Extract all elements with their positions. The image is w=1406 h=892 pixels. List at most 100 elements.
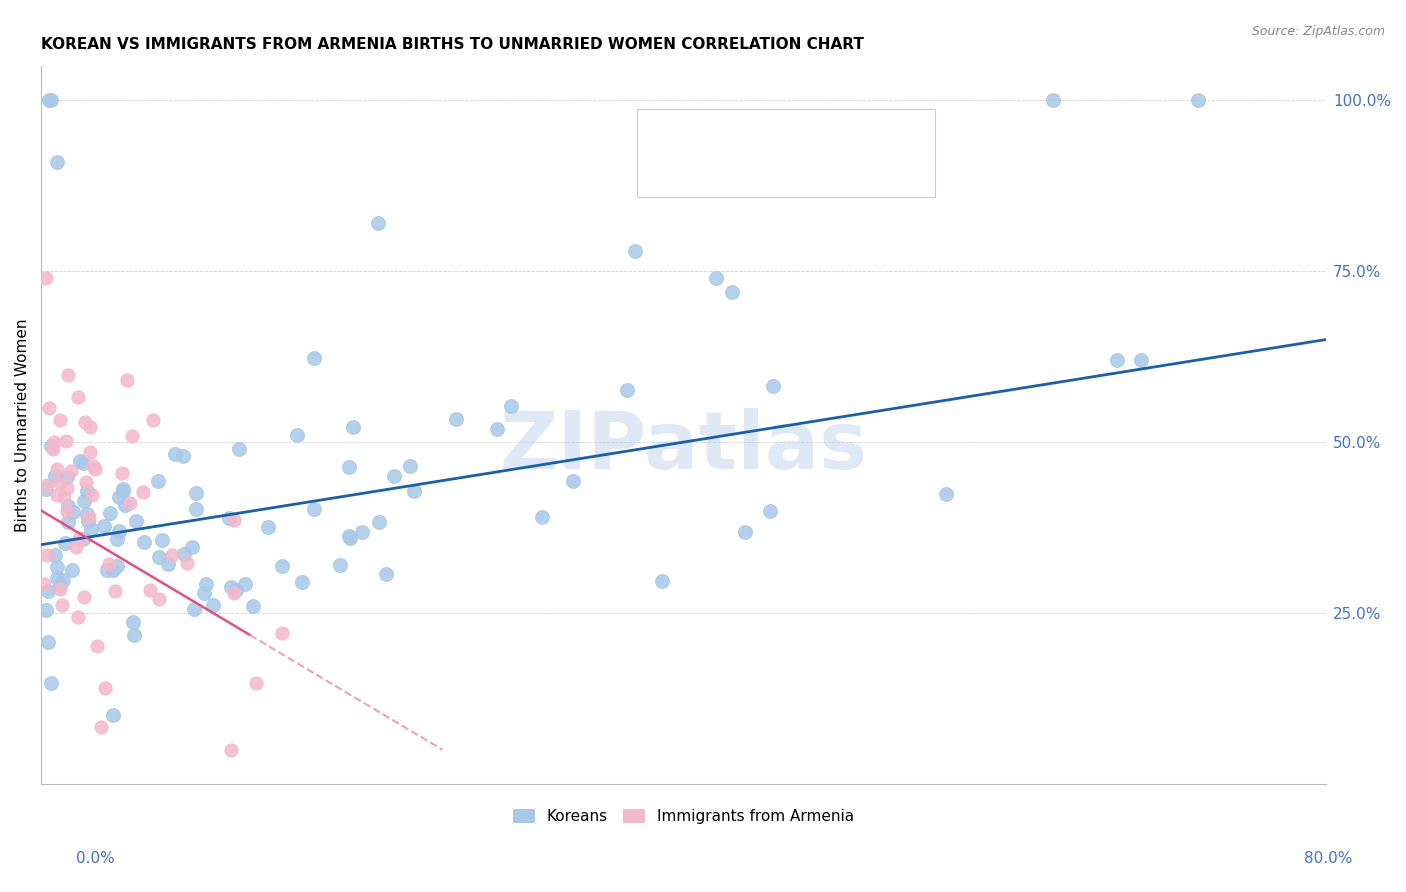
Point (111, 466, 134, 480)
Point (228, 442, 250, 456)
Point (38, 93, 60, 107)
Text: Source: ZipAtlas.com: Source: ZipAtlas.com (1251, 25, 1385, 38)
Point (172, 450, 194, 464)
Point (1130, 353, 1153, 368)
Point (202, 599, 225, 613)
Point (39, 93, 62, 107)
Point (56, 503, 79, 517)
Point (285, 428, 308, 442)
Point (65, 541, 87, 555)
Point (112, 483, 135, 497)
Point (624, 244, 647, 258)
Text: 0.365: 0.365 (749, 126, 806, 144)
Point (56, 482, 79, 496)
Point (105, 533, 128, 547)
Point (44, 548, 66, 562)
Point (342, 420, 364, 434)
Point (160, 548, 183, 562)
Point (90, 720, 112, 734)
Point (35, 271, 58, 285)
Point (79, 420, 101, 434)
Point (184, 501, 207, 516)
Point (34, 577, 56, 591)
Point (73, 494, 96, 508)
Point (138, 583, 160, 598)
Point (121, 429, 143, 443)
Point (80, 488, 103, 502)
Point (302, 502, 325, 516)
Point (76, 508, 98, 522)
Point (270, 559, 292, 574)
Point (48, 413, 70, 427)
Point (180, 540, 202, 554)
Point (72, 532, 94, 546)
Point (173, 547, 195, 561)
Point (114, 499, 136, 513)
Point (132, 484, 155, 499)
Point (1042, 93, 1064, 107)
Point (58, 515, 80, 529)
Legend: Koreans, Immigrants from Armenia: Koreans, Immigrants from Armenia (508, 803, 860, 830)
Point (56, 499, 79, 513)
Point (37, 584, 59, 599)
Point (186, 485, 208, 500)
Point (398, 459, 420, 474)
Point (329, 558, 352, 572)
Point (67, 531, 90, 545)
Point (157, 558, 180, 572)
Text: 80.0%: 80.0% (1305, 851, 1353, 865)
Point (37, 478, 59, 492)
Point (302, 351, 325, 366)
Point (704, 271, 727, 285)
Point (271, 625, 294, 640)
Point (148, 592, 170, 607)
Point (132, 534, 155, 549)
Text: N =: N = (814, 126, 851, 144)
Point (762, 379, 785, 393)
Point (44, 469, 66, 483)
Point (52, 574, 75, 588)
Point (150, 533, 173, 547)
Point (935, 487, 957, 501)
Point (98, 558, 121, 572)
Point (759, 504, 782, 518)
Point (35, 482, 58, 496)
Point (115, 373, 138, 387)
Point (84, 461, 107, 475)
Point (183, 602, 205, 616)
Point (67, 609, 90, 624)
Text: KOREAN VS IMMIGRANTS FROM ARMENIA BIRTHS TO UNMARRIED WOMEN CORRELATION CHART: KOREAN VS IMMIGRANTS FROM ARMENIA BIRTHS… (41, 37, 863, 53)
Point (82, 458, 104, 473)
Point (37, 635, 59, 649)
Point (148, 549, 170, 564)
Bar (652, 157, 681, 185)
Point (75, 415, 97, 429)
Point (485, 422, 508, 436)
Point (125, 514, 148, 528)
Point (122, 628, 145, 642)
Point (291, 575, 314, 590)
Point (337, 529, 360, 543)
Point (105, 558, 128, 573)
Point (72, 456, 94, 470)
Point (35, 548, 58, 562)
Point (51, 598, 73, 612)
Point (73, 590, 96, 604)
Point (118, 496, 141, 510)
Point (94, 681, 117, 696)
Text: 101: 101 (868, 126, 905, 144)
Point (221, 580, 243, 594)
Point (103, 708, 125, 723)
Point (60, 464, 83, 478)
Point (367, 216, 389, 230)
Point (108, 524, 131, 538)
Point (122, 615, 145, 629)
Point (69, 454, 91, 468)
Text: R =: R = (693, 161, 728, 180)
Point (75, 475, 97, 490)
Point (39, 676, 62, 690)
Point (651, 574, 673, 589)
Point (66, 390, 89, 404)
Point (163, 447, 186, 461)
Point (104, 583, 127, 598)
